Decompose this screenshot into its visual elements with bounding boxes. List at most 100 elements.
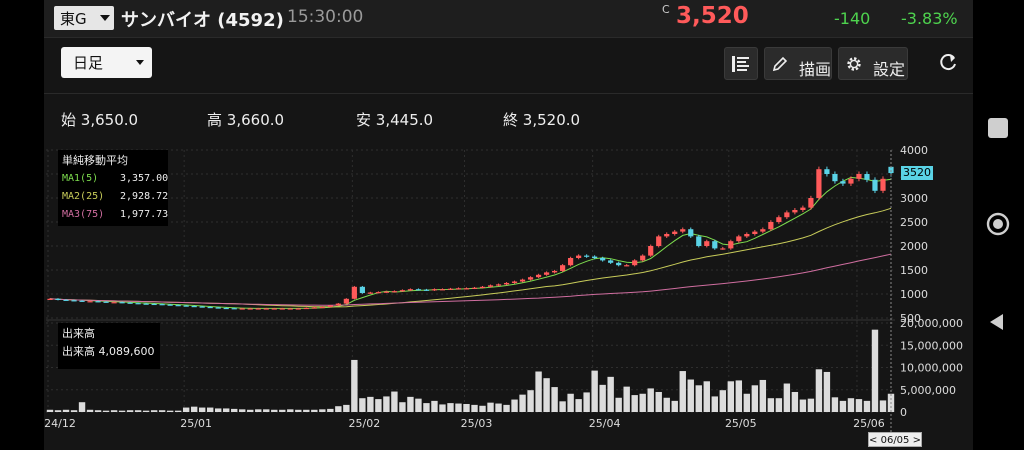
draw-label: 描画 (798, 59, 831, 79)
refresh-button[interactable] (936, 50, 960, 76)
candle (600, 258, 606, 261)
candle (295, 308, 301, 310)
candle (688, 229, 694, 237)
date-tick-label: 24/12 (44, 417, 76, 430)
market-dropdown[interactable]: 東G (54, 6, 114, 30)
volume-bar (615, 397, 622, 412)
price-tick-label: 1000 (900, 288, 928, 301)
candle (471, 287, 478, 289)
volume-bar (759, 379, 767, 412)
volume-tick-label: 0 (900, 406, 907, 419)
volume-bar (215, 408, 222, 412)
volume-bar (182, 407, 190, 412)
candle (55, 298, 61, 300)
volume-bar (142, 410, 150, 412)
candle (535, 274, 542, 278)
price-tick-label: 1500 (900, 264, 928, 277)
price-change: -140 (834, 9, 871, 28)
volume-bar (190, 406, 198, 412)
volume-bar (118, 410, 126, 412)
volume-bar (631, 395, 638, 412)
volume-bar (431, 400, 438, 412)
legend-icon (732, 55, 749, 72)
chevron-down-icon (100, 15, 110, 21)
volume-bar (487, 402, 494, 412)
stock-chart[interactable]: 400035003000250020001500100050020,000,00… (44, 0, 973, 450)
high-value: 高 3,660.0 (207, 111, 285, 129)
volume-bar (327, 408, 334, 412)
period-dropdown[interactable]: 日足 (61, 47, 152, 78)
volume-bar (711, 396, 718, 412)
volume-bar (78, 402, 86, 412)
volume-bar (775, 398, 783, 412)
candle (752, 231, 758, 234)
candle (848, 178, 854, 184)
candle (311, 307, 317, 309)
ma3-line (49, 253, 892, 306)
volume-bar (54, 410, 62, 412)
candle (592, 256, 598, 258)
cursor-date[interactable]: < 06/05 > (868, 432, 922, 447)
draw-button[interactable]: 描画 (764, 47, 832, 80)
candle (640, 255, 646, 261)
candle (135, 303, 141, 305)
candle (183, 305, 189, 307)
candle (71, 300, 77, 302)
candle (704, 241, 710, 246)
home-icon[interactable] (986, 212, 1010, 240)
ma2-line (49, 207, 892, 308)
candle (407, 289, 414, 291)
candle (672, 231, 678, 234)
pencil-icon (772, 56, 788, 71)
candle (832, 174, 838, 182)
volume-bar (871, 329, 879, 412)
candle (632, 260, 638, 266)
candle (167, 304, 173, 306)
price-tick-label: 2000 (900, 240, 928, 253)
volume-bar (231, 408, 238, 412)
candle (455, 288, 462, 290)
volume-bar (279, 409, 286, 412)
candle (487, 285, 494, 287)
candle (519, 279, 526, 282)
volume-bar (263, 409, 270, 412)
date-tick-label: 25/06 (853, 417, 885, 430)
volume-bar (879, 400, 887, 412)
candle (888, 166, 894, 174)
volume-bar (679, 371, 686, 412)
candle (159, 304, 165, 306)
candle (584, 255, 590, 257)
candle (263, 308, 269, 310)
legend-button[interactable] (724, 47, 758, 80)
volume-bar (535, 371, 542, 412)
volume-bar (623, 386, 630, 412)
volume-bar (815, 369, 823, 412)
volume-bar (399, 402, 406, 412)
volume-bar (447, 403, 454, 412)
volume-bar (134, 410, 142, 412)
volume-bars (46, 329, 895, 412)
candle (287, 308, 293, 310)
volume-bar (166, 410, 174, 412)
volume-bar (495, 403, 502, 412)
settings-label: 設定 (873, 59, 906, 79)
back-icon[interactable] (986, 311, 1008, 337)
candle (143, 303, 149, 305)
volume-bar (255, 409, 262, 412)
volume-bar (695, 385, 702, 412)
volume-bar (271, 409, 278, 412)
volume-bar (799, 399, 807, 412)
volume-bar (295, 409, 302, 412)
candle (568, 258, 574, 266)
volume-bar (543, 378, 550, 412)
stock-name: サンバイオ (4592) (121, 10, 284, 31)
gear-icon (847, 56, 861, 71)
candle (447, 288, 454, 290)
grid (46, 149, 895, 413)
refresh-icon (940, 54, 956, 71)
candle (608, 260, 614, 263)
volume-legend-title: 出来高 (62, 327, 95, 340)
recent-apps-icon[interactable] (988, 118, 1008, 138)
current-price: 3,520 (676, 3, 749, 29)
settings-button[interactable]: 設定 (838, 47, 908, 80)
